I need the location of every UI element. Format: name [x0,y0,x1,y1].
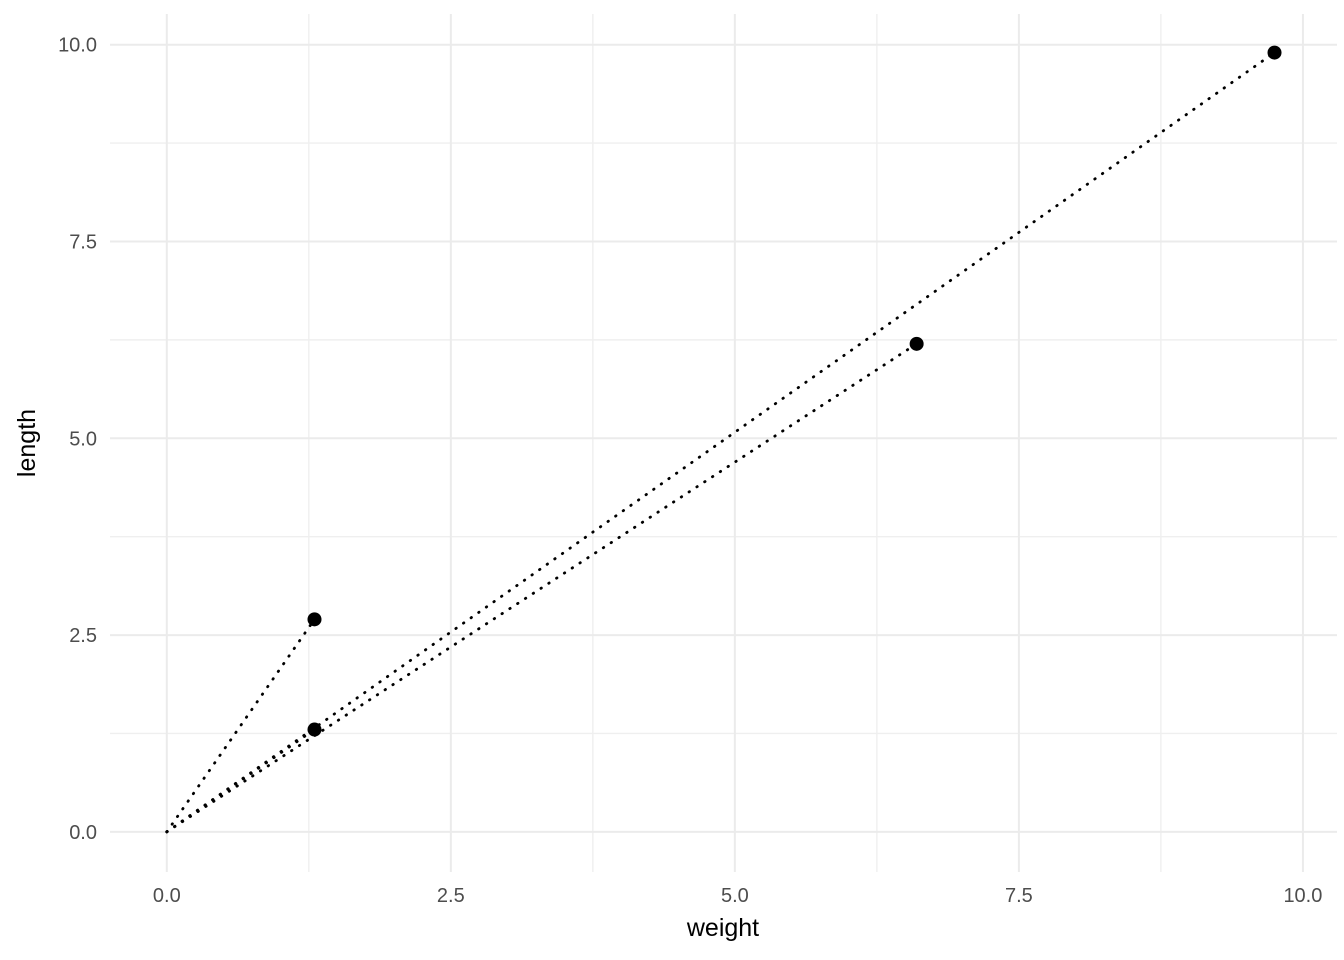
x-tick-label: 2.5 [437,885,465,907]
x-axis-title: weight [686,914,760,942]
x-tick-label: 7.5 [1005,885,1033,907]
y-tick-label: 2.5 [69,625,97,647]
x-tick-label: 5.0 [721,885,749,907]
y-tick-label: 5.0 [69,428,97,450]
origin-segment-dotted [165,342,919,834]
y-tick-label: 0.0 [69,822,97,844]
x-tick-label: 10.0 [1283,885,1322,907]
x-tick-label: 0.0 [153,885,181,907]
origin-segment-dotted [165,617,316,834]
y-tick-label: 7.5 [69,231,97,253]
data-point [307,612,322,627]
origin-segment-dotted [165,51,1276,834]
data-point [1267,45,1282,60]
data-point [307,722,322,737]
y-tick-label: 10.0 [58,35,97,57]
y-axis-title: length [13,408,41,478]
data-point [909,336,924,351]
